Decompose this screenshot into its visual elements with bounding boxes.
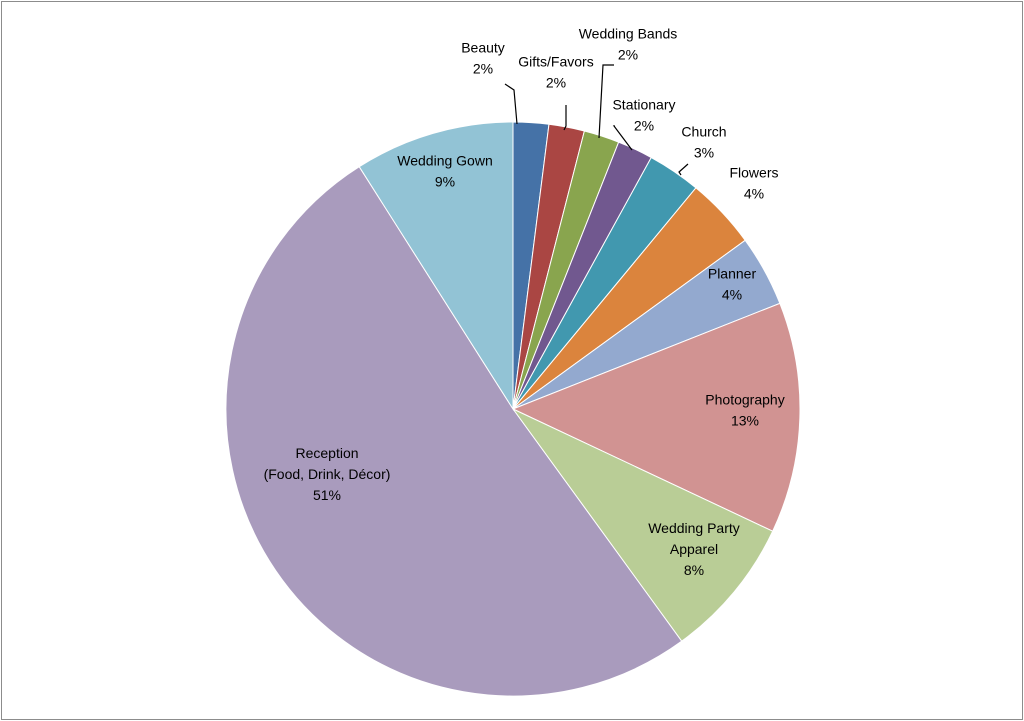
data-label-wedding-bands: Wedding Bands 2% [579,26,678,63]
category-label: Wedding Gown [397,153,492,169]
category-label: Flowers [729,165,778,181]
percent-label: 2% [618,47,638,63]
category-label: Church [681,124,726,140]
data-label-gifts-favors: Gifts/Favors 2% [518,54,593,91]
percent-label: 51% [313,487,341,503]
percent-label: 4% [722,287,742,303]
category-label: Reception [295,445,358,461]
pie-slices [225,121,801,697]
data-label-photography: Photography 13% [705,392,784,429]
pie-slice-wedding-gown [358,121,514,411]
leader-line-beauty [504,83,518,125]
category-label: Gifts/Favors [518,54,593,70]
data-label-reception-food-drink-d-cor: Reception (Food, Drink, Décor) 51% [264,445,391,503]
slice-labels: Beauty 2% Gifts/Favors 2%Wedding Bands 2%Sta… [264,26,785,579]
percent-label: 3% [694,145,714,161]
category-label: Stationary [612,97,675,113]
percent-label: 4% [744,186,764,202]
category-label: Planner [708,266,757,282]
leader-line-gifts-favors [563,105,567,131]
category-label: (Food, Drink, Décor) [264,466,391,482]
category-label: Apparel [670,541,718,557]
data-label-wedding-party-apparel: Wedding Party Apparel 8% [648,520,740,578]
data-label-wedding-gown: Wedding Gown 9% [397,153,492,190]
leader-line-wedding-bands [598,64,614,139]
leader-line-stationary [612,125,633,151]
category-label: Beauty [461,40,505,56]
percent-label: 8% [684,562,704,578]
data-label-flowers: Flowers 4% [729,165,778,202]
percent-label: 2% [473,61,493,77]
data-label-planner: Planner 4% [708,266,757,303]
category-label: Photography [705,392,784,408]
percent-label: 13% [731,413,759,429]
data-label-church: Church 3% [681,124,726,161]
percent-label: 2% [546,75,566,91]
pie-slice-wedding-party-apparel [512,408,774,642]
category-label: Wedding Bands [579,26,678,42]
data-label-beauty: Beauty 2% [461,40,505,77]
pie-slice-reception-food-drink-d-cor [225,165,683,697]
data-label-stationary: Stationary 2% [612,97,675,134]
leader-lines [504,64,689,176]
percent-label: 2% [634,118,654,134]
percent-label: 9% [435,174,455,190]
category-label: Wedding Party [648,520,740,536]
leader-line-church [678,163,689,176]
pie-slice-photography [511,302,801,532]
